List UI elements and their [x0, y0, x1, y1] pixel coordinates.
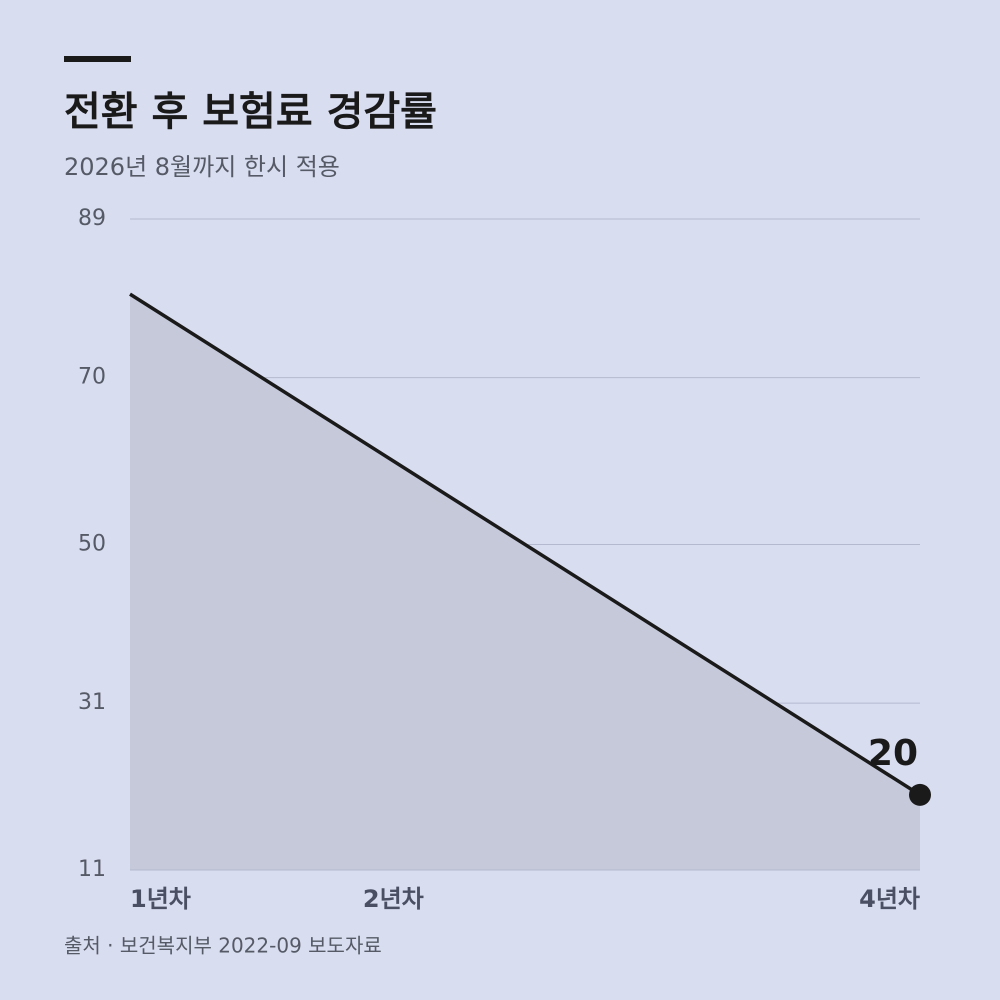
chart-subtitle: 2026년 8월까지 한시 적용	[64, 153, 340, 181]
y-tick-label: 50	[78, 532, 106, 557]
chart-title: 전환 후 보험료 경감률	[64, 89, 437, 135]
y-tick-label: 31	[78, 690, 106, 715]
data-label: 20	[868, 733, 918, 774]
x-tick-label: 1년차	[130, 885, 191, 913]
source-note: 출처 · 보건복지부 2022-09 보도자료	[64, 934, 382, 958]
y-tick-label: 89	[78, 206, 106, 231]
y-tick-label: 70	[78, 365, 106, 390]
x-tick-label: 4년차	[859, 885, 920, 913]
title-accent	[64, 56, 131, 62]
x-tick-label: 2년차	[363, 885, 424, 913]
line	[129, 292, 921, 797]
area-fill	[130, 294, 920, 871]
y-tick-label: 11	[78, 857, 106, 882]
end-point	[909, 783, 931, 806]
